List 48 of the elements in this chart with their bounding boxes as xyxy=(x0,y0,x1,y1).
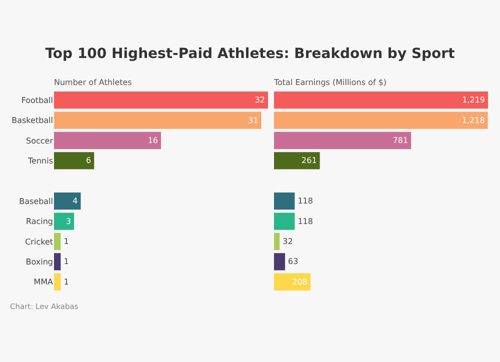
x-axis-title: Total Earnings (Millions of $) xyxy=(274,78,387,87)
y-tick-label: Boxing xyxy=(26,258,53,266)
data-label: 1 xyxy=(64,277,69,286)
data-label: 3 xyxy=(66,216,72,226)
y-tick-label: Racing xyxy=(26,217,53,226)
data-label: 261 xyxy=(302,156,317,166)
data-label: 16 xyxy=(148,136,158,145)
bar xyxy=(274,232,280,250)
bar xyxy=(54,212,74,230)
data-label: 32 xyxy=(282,237,293,246)
data-label: 4 xyxy=(72,196,78,206)
bar xyxy=(54,273,61,290)
bar xyxy=(274,212,295,230)
bar xyxy=(54,132,161,150)
data-label: 1 xyxy=(64,237,69,246)
data-label: 208 xyxy=(292,277,308,286)
data-label: 63 xyxy=(288,257,298,266)
y-tick-label: Basketball xyxy=(12,116,53,126)
bar xyxy=(54,152,94,170)
bar xyxy=(274,253,286,270)
y-tick-label: Soccer xyxy=(26,136,54,146)
data-label: 6 xyxy=(86,156,92,166)
bar xyxy=(274,132,412,150)
bar xyxy=(54,192,81,210)
data-label: 32 xyxy=(254,96,265,105)
data-label: 1 xyxy=(64,257,69,266)
data-label: 118 xyxy=(298,196,313,206)
bar xyxy=(274,152,320,170)
y-tick-label: MMA xyxy=(34,278,54,287)
data-label: 1,219 xyxy=(462,96,485,105)
bar xyxy=(274,112,488,129)
x-axis-title: Number of Athletes xyxy=(54,78,132,87)
bar xyxy=(54,112,262,129)
data-label: 31 xyxy=(248,116,258,125)
data-label: 118 xyxy=(298,216,313,226)
chart-title: Top 100 Highest-Paid Athletes: Breakdown by Sport xyxy=(44,46,456,62)
y-tick-label: Cricket xyxy=(25,237,53,246)
bar xyxy=(54,253,61,270)
data-label: 1,218 xyxy=(462,116,485,125)
bar xyxy=(54,92,268,109)
y-tick-label: Baseball xyxy=(19,196,53,206)
bar xyxy=(274,273,311,290)
bar xyxy=(54,232,61,250)
bar xyxy=(274,92,488,109)
bar xyxy=(274,192,295,210)
y-tick-label: Tennis xyxy=(27,156,53,166)
y-tick-label: Football xyxy=(21,96,53,105)
data-label: 781 xyxy=(392,136,408,145)
